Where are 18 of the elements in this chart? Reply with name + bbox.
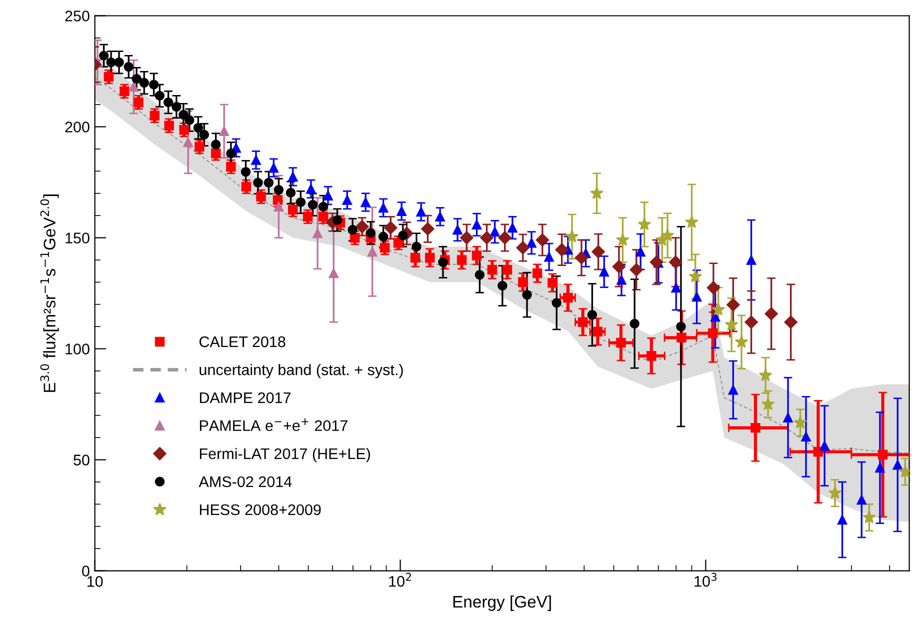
legend-label: HESS 2008+2009 xyxy=(200,504,321,516)
x-axis-title: Energy [GeV] xyxy=(453,595,551,611)
text: E$^{3.0}$ flux[m²sr$^{−1}$s$^{−1}$GeV$^{2.0}$] xyxy=(40,194,59,392)
y-tick-label: 200 xyxy=(65,122,90,132)
x-tick-label: 10$^{2}$ xyxy=(389,572,411,587)
y-tick-label: 150 xyxy=(66,232,90,244)
legend-label: CALET 2018 xyxy=(200,336,286,348)
y-tick-label: 50 xyxy=(74,454,90,466)
x-tick-label: 10 xyxy=(88,576,103,587)
legend-label: AMS-02 2014 xyxy=(198,476,292,488)
y-tick-label: 100 xyxy=(66,344,90,354)
x-tick-label: 10$^{3}$ xyxy=(694,572,717,587)
legend-label: uncertainty band (stat. + syst.) xyxy=(200,364,403,378)
legend-label: DAMPE 2017 xyxy=(200,392,291,404)
y-tick-label: 250 xyxy=(65,10,90,22)
legend-label: Fermi-LAT 2017 (HE+LE) xyxy=(200,448,370,462)
legend-label: PAMELA e$^{−}$+e$^{+}$ 2017 xyxy=(200,418,348,432)
y-tick-label: 0 xyxy=(82,566,90,576)
